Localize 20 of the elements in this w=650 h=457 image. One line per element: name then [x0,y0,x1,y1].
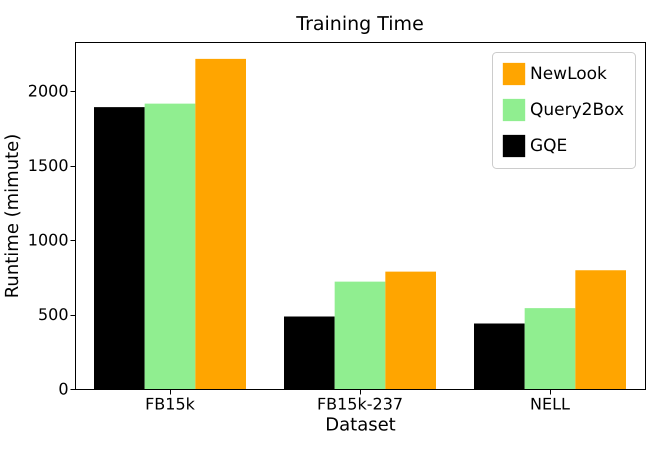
y-tick-label: 2000 [28,82,68,101]
y-axis-title: Runtime (mimute) [2,134,23,298]
legend-label: NewLook [530,64,608,84]
chart-title: Training Time [295,13,424,35]
y-tick-label: 1000 [28,230,68,250]
x-tick-label: NELL [530,394,570,414]
x-tick-label: FB15k [145,394,196,414]
legend-label: GQE [530,136,568,156]
bar [144,104,196,389]
bar [195,58,246,389]
bar [575,270,626,389]
x-tick-label: FB15k-237 [316,394,404,414]
bar [524,308,576,389]
legend-label: Query2Box [530,100,624,120]
bar [334,282,386,389]
y-tick-label: 0 [58,380,68,398]
bar [385,272,436,389]
y-tick-label: 1500 [28,156,68,176]
x-axis-title: Dataset [325,414,396,436]
y-tick-label: 500 [38,305,68,324]
